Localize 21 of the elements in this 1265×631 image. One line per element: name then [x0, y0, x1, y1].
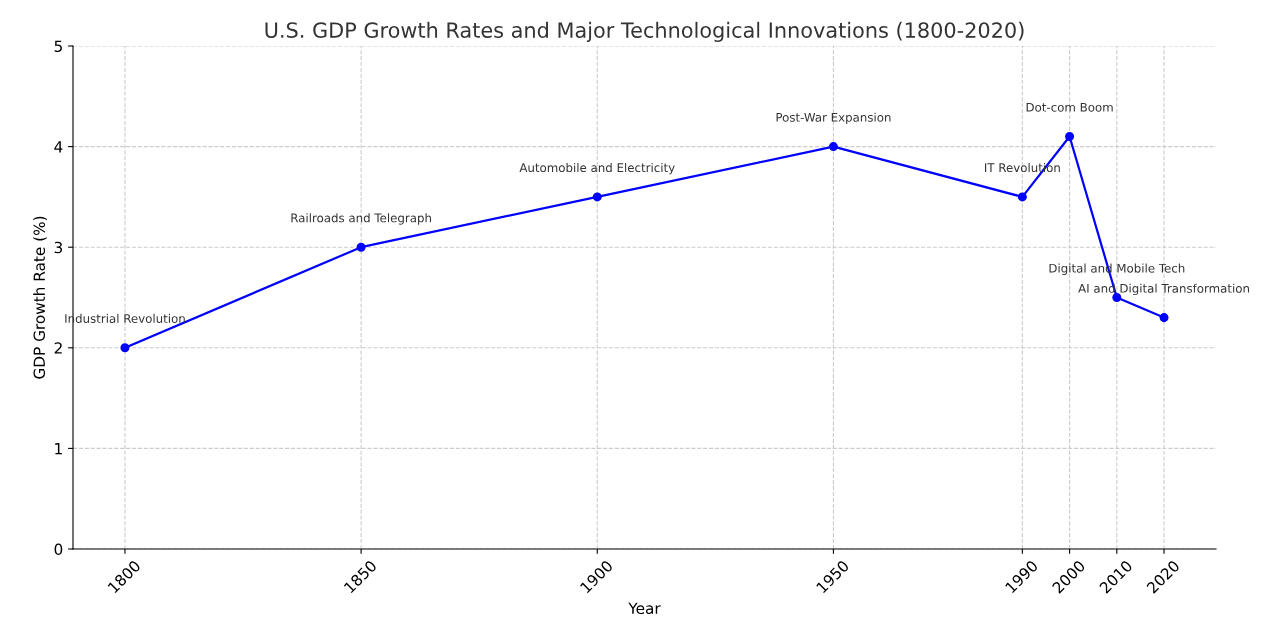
annotation: Dot-com Boom	[1026, 102, 1113, 112]
x-axis-title: Year	[628, 602, 661, 615]
point	[592, 192, 602, 202]
point	[1017, 192, 1027, 202]
point	[120, 343, 130, 353]
point	[1159, 313, 1169, 323]
chart-title: U.S. GDP Growth Rates and Major Technological Innovations (1800-2020)	[265, 21, 1024, 42]
point	[356, 242, 366, 252]
y-tick-label: 1	[55, 443, 62, 455]
y-tick-label: 0	[54, 543, 63, 556]
y-tick-label: 4	[54, 141, 63, 153]
y-axis-title: GDP Growth Rate (%)	[33, 216, 47, 379]
annotation: Railroads and Telegraph	[291, 213, 431, 225]
annotation: Automobile and Electricity	[519, 162, 675, 175]
y-tick-label: 2	[54, 342, 62, 354]
point	[1065, 132, 1075, 142]
y-tick-label: 3	[54, 241, 63, 254]
annotation: Post-War Expansion	[776, 112, 891, 125]
point	[828, 142, 838, 152]
point	[1112, 292, 1122, 303]
y-tick-label: 5	[54, 40, 62, 53]
